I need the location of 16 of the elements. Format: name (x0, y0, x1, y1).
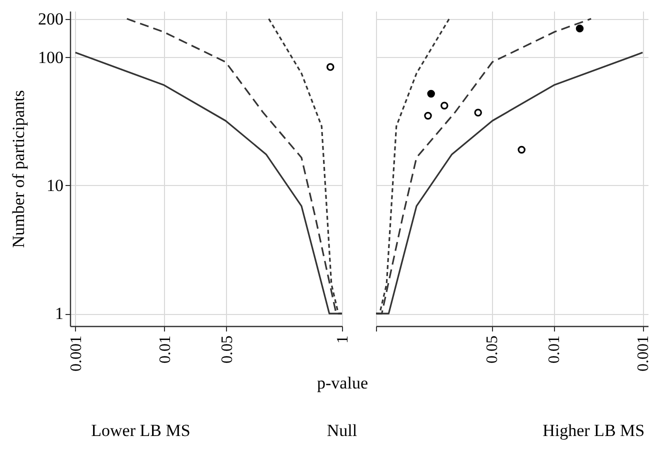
x-axis-title: p-value (317, 374, 368, 392)
x-tick-label: 0.001 (68, 336, 85, 372)
y-tick-label: 200 (38, 9, 64, 28)
x-tick-label: 0.001 (635, 336, 652, 372)
x-tick-label: 0.05 (218, 336, 236, 364)
text: Higher LB MS (542, 421, 645, 440)
x-tick-label: 1 (334, 336, 352, 344)
y-tick-label: 10 (46, 176, 64, 195)
y-axis-title: Number of participants (9, 90, 28, 248)
y-tick-label: 1 (55, 304, 64, 324)
x-tick-label: 0.05 (484, 336, 502, 364)
x-tick-label: 0.01 (156, 336, 174, 364)
text: Null (326, 421, 358, 440)
text: Lower LB MS (91, 421, 190, 440)
x-tick-label: 0.01 (546, 336, 564, 364)
y-tick-label: 100 (38, 48, 64, 67)
